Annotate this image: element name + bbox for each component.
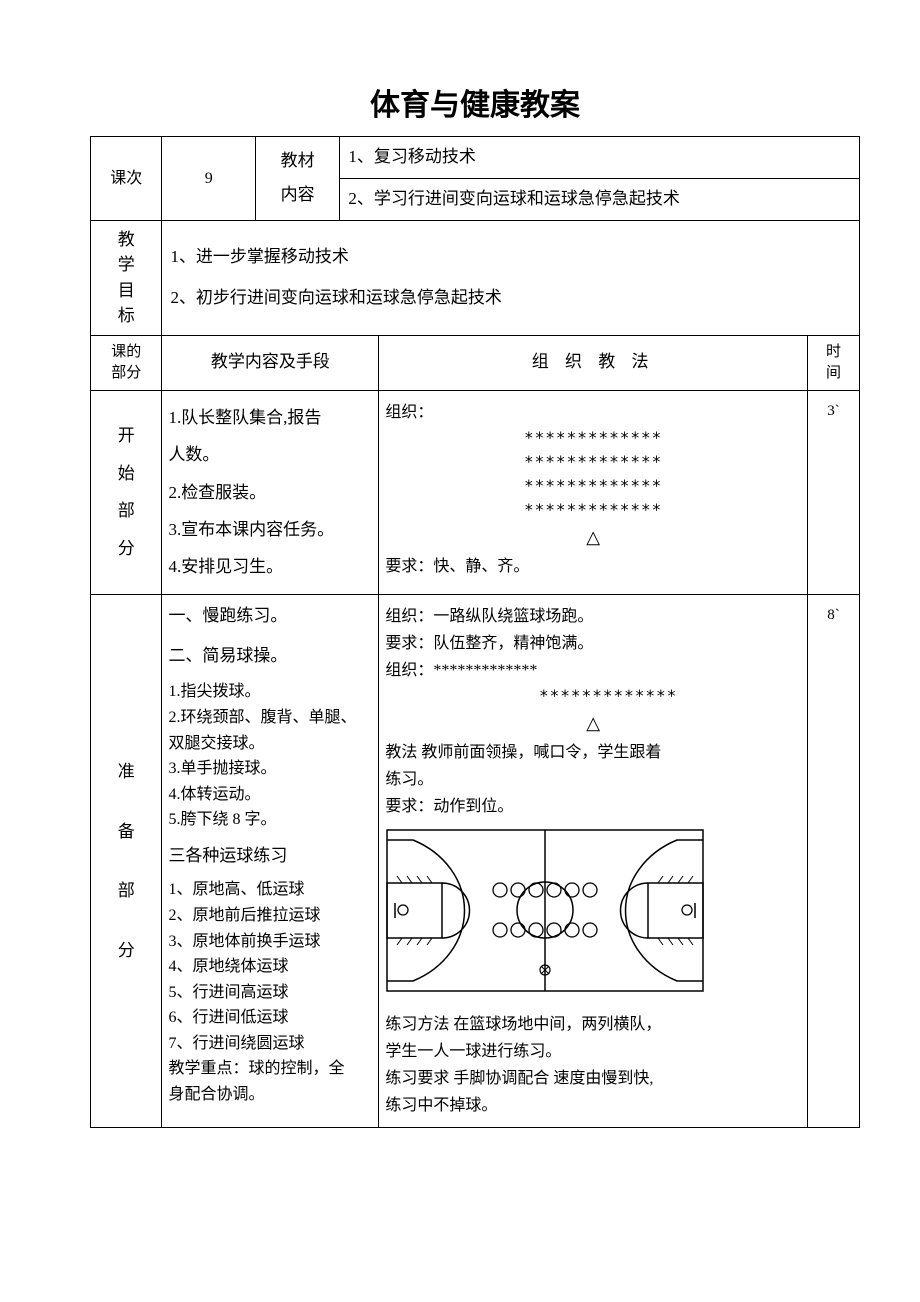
teacher-mark-icon: △ [385,522,801,553]
formation-row: ************* [415,684,801,708]
start-requirement: 要求：快、静、齐。 [385,553,801,580]
formation-row: ************* [385,426,801,450]
start-label: 开 始 部 分 [91,390,162,594]
material-item-2: 2、学习行进间变向运球和运球急停急起技术 [340,178,860,220]
objectives-label: 教 学 目 标 [91,220,162,335]
objective-2: 2、初步行进间变向运球和运球急停急起技术 [170,278,851,319]
prep-h3: 三各种运球练习 [168,843,372,869]
start-time: 3` [807,390,859,594]
material-item-1: 1、复习移动技术 [340,137,860,179]
material-label-1: 教材 [260,144,335,178]
teacher-mark-icon: △ [385,708,801,739]
formation-row: ************* [385,474,801,498]
lesson-plan-table: 课次 9 教材 内容 1、复习移动技术 2、学习行进间变向运球和运球急停急起技术… [90,136,860,1128]
col-part: 课的 部分 [91,335,162,390]
lesson-label: 课次 [91,137,162,221]
formation-row: ************* [385,498,801,522]
page-title: 体育与健康教案 [90,80,860,124]
formation-row: ************* [385,450,801,474]
col-content: 教学内容及手段 [162,335,379,390]
prep-h2: 二、简易球操。 [168,643,372,669]
material-label-2: 内容 [260,178,335,212]
start-organization: 组织： ************* ************* ********… [379,390,808,594]
objectives-content: 1、进一步掌握移动技术 2、初步行进间变向运球和运球急停急起技术 [162,220,860,335]
prep-h1: 一、慢跑练习。 [168,603,372,629]
col-time: 时 间 [807,335,859,390]
prep-label: 准 备 部 分 [91,594,162,1128]
prep-content: 一、慢跑练习。 二、简易球操。 1.指尖拨球。 2.环绕颈部、腹背、单腿、 双腿… [162,594,379,1128]
basketball-court-diagram [385,820,801,1010]
objective-1: 1、进一步掌握移动技术 [170,237,851,278]
prep-time: 8` [807,594,859,1128]
col-method: 组 织 教 法 [379,335,808,390]
org-label: 组织： [385,399,801,426]
start-content: 1.队长整队集合,报告 人数。 2.检查服装。 3.宣布本课内容任务。 4.安排… [162,390,379,594]
material-label: 教材 内容 [255,137,339,221]
prep-organization: 组织：一路纵队绕篮球场跑。 要求：队伍整齐，精神饱满。 组织：*********… [379,594,808,1128]
lesson-number: 9 [162,137,256,221]
